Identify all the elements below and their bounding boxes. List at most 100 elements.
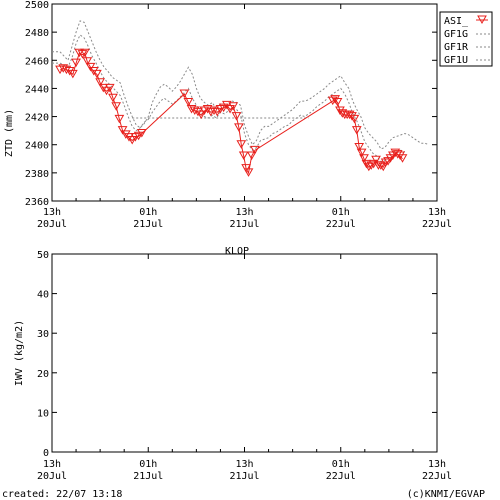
ztd-y-axis-label: ZTD (mm) (4, 109, 15, 157)
series-asi-point (74, 48, 85, 58)
series-asi-point (344, 110, 355, 120)
series-asi-point (378, 162, 389, 172)
iwv-ytick-label: 0 (43, 448, 49, 459)
series-asi-point (92, 69, 102, 79)
series-asi-point (335, 106, 345, 115)
series-asi-point (241, 164, 251, 173)
iwv-plot-frame (51, 253, 438, 453)
series-asi-point (209, 106, 219, 115)
ztd-series-layer (52, 20, 430, 177)
series-asi-point (85, 62, 96, 72)
series-gf1g-line (52, 20, 430, 150)
series-asi-point (390, 148, 401, 158)
series-asi-point (127, 135, 138, 145)
ztd-ytick-label: 2500 (25, 0, 49, 11)
iwv-ytick-label: 20 (37, 369, 49, 380)
series-asi-point (234, 123, 244, 132)
ztd-xtick-label-date: 22Jul (326, 219, 356, 230)
series-asi-point (67, 69, 78, 79)
series-asi-point (88, 67, 99, 76)
iwv-ytick-label: 30 (37, 329, 49, 340)
legend-label-gf1u: GF1U (444, 55, 468, 66)
series-asi-point (117, 126, 128, 135)
ztd-axis-ticks: 2360 2380 2400 2420 2440 2460 2480 2500 13h 20Jul… (25, 0, 452, 230)
series-asi-point (212, 107, 223, 117)
ztd-xtick-label-hour: 13h (428, 207, 446, 218)
credit-label: (c)KNMI/EGVAP (407, 489, 485, 500)
iwv-y-axis-label: IWV (kg/m2) (14, 320, 25, 386)
series-asi-point (225, 105, 235, 114)
ztd-ytick-label: 2440 (25, 84, 49, 95)
series-asi-point (186, 105, 197, 114)
iwv-xtick-label-hour: 01h (332, 459, 350, 470)
series-asi-point (218, 103, 229, 113)
series-asi-point (196, 110, 207, 120)
series-asi-point (71, 58, 81, 68)
iwv-xtick-label-date: 20Jul (37, 471, 67, 482)
series-asi-point (95, 78, 105, 87)
series-asi-point (189, 106, 200, 115)
series-asi-point (183, 98, 194, 107)
iwv-xtick-label-hour: 01h (139, 459, 157, 470)
series-asi-point (193, 107, 203, 117)
ztd-ytick-label: 2460 (25, 56, 49, 67)
ztd-plot-frame (51, 3, 438, 202)
series-asi-point (351, 126, 362, 135)
ztd-ytick-label: 2480 (25, 28, 49, 39)
ztd-panel: 2360 2380 2400 2420 2440 2460 2480 2500 13h 20Jul… (4, 0, 493, 230)
iwv-ytick-label: 10 (37, 408, 49, 419)
series-asi-point (221, 100, 232, 110)
ztd-ytick-label: 2420 (25, 113, 49, 124)
legend-label-asi: ASI_ (444, 16, 469, 27)
ztd-ytick-label: 2360 (25, 197, 49, 208)
series-asi-point (124, 133, 134, 142)
ztd-ytick-label: 2380 (25, 169, 49, 180)
iwv-xtick-label-date: 22Jul (422, 471, 452, 482)
series-asi-point (136, 128, 147, 138)
series-asi-point (375, 161, 386, 170)
series-asi-point (330, 95, 340, 104)
legend-label-gf1g: GF1G (444, 29, 468, 40)
series-asi-point (392, 150, 403, 159)
series-asi-point (111, 102, 122, 111)
series-asi-point (236, 140, 247, 149)
series-asi-point (366, 161, 377, 170)
series-asi-point (82, 57, 93, 66)
ztd-legend: ASI_ GF1G GF1R GF1U (439, 11, 493, 67)
legend-label-gf1r: GF1R (444, 42, 469, 53)
ztd-xtick-label-date: 20Jul (37, 219, 67, 230)
iwv-xtick-label-date: 21Jul (133, 471, 163, 482)
series-asi-point (359, 154, 369, 163)
series-asi-point (363, 162, 374, 172)
series-asi-point (101, 86, 112, 96)
series-asi-point (395, 151, 405, 160)
iwv-ytick-label: 50 (37, 250, 49, 261)
created-timestamp: created: 22/07 13:18 (2, 489, 122, 500)
iwv-axis-ticks: 0102030405013h20Jul01h21Jul13h21Jul01h22… (37, 250, 452, 482)
ztd-xtick-label-date: 21Jul (229, 219, 259, 230)
ztd-xtick-label-hour: 13h (235, 207, 253, 218)
series-asi-point (231, 112, 242, 121)
series-asi-point (228, 102, 239, 111)
ztd-ytick-label: 2400 (25, 141, 49, 152)
ztd-xtick-label-date: 21Jul (133, 219, 163, 230)
series-asi-point (114, 114, 125, 124)
series-asi-point (250, 145, 260, 155)
series-asi-point (347, 112, 357, 121)
series-asi-point (179, 89, 190, 99)
series-asi-line (59, 52, 403, 175)
series-asi-point (371, 155, 381, 165)
iwv-xtick-label-date: 21Jul (229, 471, 259, 482)
series-asi-point (202, 105, 213, 114)
series-asi-point (243, 168, 254, 177)
ztd-xtick-label-hour: 01h (139, 207, 157, 218)
station-title: KLOP (225, 246, 249, 257)
series-asi-point (64, 67, 75, 76)
iwv-xtick-label-hour: 13h (235, 459, 253, 470)
series-asi-point (98, 83, 109, 93)
series-gf1r-line (52, 34, 406, 163)
series-asi-point (61, 65, 72, 75)
ztd-xtick-label-hour: 01h (332, 207, 350, 218)
series-asi-point (356, 148, 367, 158)
